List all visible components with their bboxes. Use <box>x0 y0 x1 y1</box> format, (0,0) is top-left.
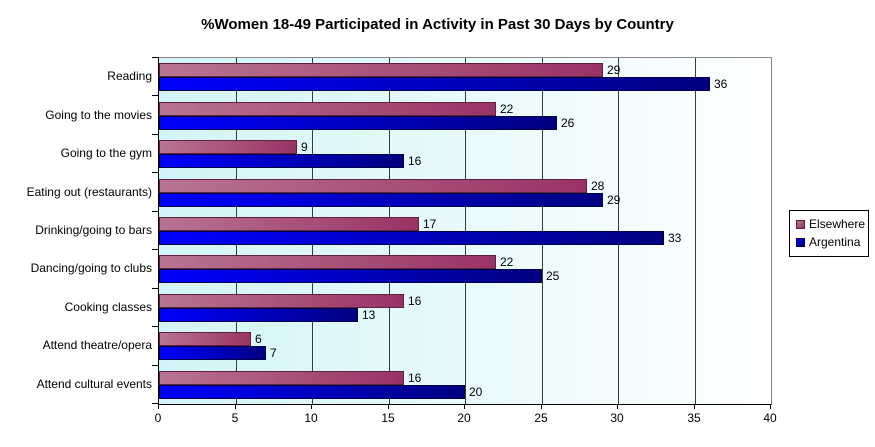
gridline <box>695 58 696 404</box>
legend: Elsewhere Argentina <box>789 210 869 257</box>
bar-argentina <box>159 385 465 399</box>
bar-elsewhere <box>159 332 251 346</box>
category-label: Dancing/going to clubs <box>30 261 152 275</box>
x-tick <box>541 405 542 409</box>
value-label: 9 <box>301 140 308 154</box>
x-tick <box>770 405 771 409</box>
category-label: Going to the movies <box>45 108 152 122</box>
category-label: Attend cultural events <box>36 377 152 391</box>
argentina-swatch-icon <box>796 237 805 247</box>
category-label: Cooking classes <box>64 300 152 314</box>
x-tick <box>388 405 389 409</box>
value-label: 13 <box>362 308 376 322</box>
x-axis-label: 15 <box>381 411 395 425</box>
legend-label-argentina: Argentina <box>809 235 861 249</box>
bar-elsewhere <box>159 294 404 308</box>
bar-argentina <box>159 154 404 168</box>
bar-elsewhere <box>159 179 587 193</box>
x-axis-label: 0 <box>154 411 162 425</box>
y-tick <box>152 288 158 289</box>
x-tick <box>158 405 159 409</box>
bar-elsewhere <box>159 140 297 154</box>
x-axis-label: 35 <box>687 411 701 425</box>
bar-argentina <box>159 77 710 91</box>
value-label: 22 <box>500 255 514 269</box>
value-label: 25 <box>546 269 560 283</box>
value-label: 36 <box>714 77 728 91</box>
bar-argentina <box>159 116 557 130</box>
x-tick <box>235 405 236 409</box>
value-label: 20 <box>469 385 483 399</box>
x-axis-label: 25 <box>534 411 548 425</box>
x-tick <box>694 405 695 409</box>
value-label: 16 <box>408 371 422 385</box>
x-axis-ticks <box>158 405 773 410</box>
category-label: Eating out (restaurants) <box>26 185 152 199</box>
value-label: 22 <box>500 102 514 116</box>
category-label: Reading <box>107 69 152 83</box>
value-label: 29 <box>607 193 621 207</box>
y-tick <box>152 403 158 404</box>
y-tick <box>152 134 158 135</box>
value-label: 26 <box>561 116 575 130</box>
x-axis-label: 5 <box>231 411 239 425</box>
bar-elsewhere <box>159 371 404 385</box>
bar-argentina <box>159 231 664 245</box>
y-axis-category-labels: Reading Going to the movies Going to the g… <box>0 57 152 405</box>
value-label: 33 <box>668 231 682 245</box>
chart-title: %Women 18-49 Participated in Activity in… <box>201 16 674 33</box>
value-label: 17 <box>423 217 437 231</box>
bar-argentina <box>159 193 603 207</box>
bar-argentina <box>159 308 358 322</box>
y-tick <box>152 95 158 96</box>
value-label: 28 <box>591 179 605 193</box>
x-tick <box>311 405 312 409</box>
y-tick <box>152 172 158 173</box>
legend-label-elsewhere: Elsewhere <box>809 217 866 231</box>
x-axis-label: 20 <box>457 411 471 425</box>
y-tick <box>152 249 158 250</box>
category-label: Drinking/going to bars <box>35 223 152 237</box>
x-axis-label: 10 <box>304 411 318 425</box>
bar-argentina <box>159 346 266 360</box>
legend-item-argentina: Argentina <box>796 236 868 248</box>
category-label: Going to the gym <box>60 146 152 160</box>
value-label: 7 <box>270 346 277 360</box>
bar-argentina <box>159 269 542 283</box>
category-label: Attend theatre/opera <box>42 338 152 352</box>
bar-elsewhere <box>159 63 603 77</box>
x-axis-label: 40 <box>763 411 777 425</box>
x-tick <box>464 405 465 409</box>
value-label: 16 <box>408 294 422 308</box>
legend-item-elsewhere: Elsewhere <box>796 218 868 230</box>
y-axis-ticks <box>152 57 158 406</box>
plot-area: 29 36 22 26 9 16 28 29 17 33 22 25 16 13 6 7 16 20 <box>158 57 772 405</box>
bar-elsewhere <box>159 102 496 116</box>
bar-elsewhere <box>159 217 419 231</box>
y-tick <box>152 365 158 366</box>
x-tick <box>617 405 618 409</box>
value-label: 16 <box>408 154 422 168</box>
bar-elsewhere <box>159 255 496 269</box>
y-tick <box>152 326 158 327</box>
y-tick <box>152 211 158 212</box>
y-tick <box>152 57 158 58</box>
value-label: 6 <box>255 332 262 346</box>
value-label: 29 <box>607 63 621 77</box>
x-axis-labels: 0 5 10 15 20 25 30 35 40 <box>154 411 777 428</box>
elsewhere-swatch-icon <box>796 219 805 229</box>
x-axis-label: 30 <box>610 411 624 425</box>
